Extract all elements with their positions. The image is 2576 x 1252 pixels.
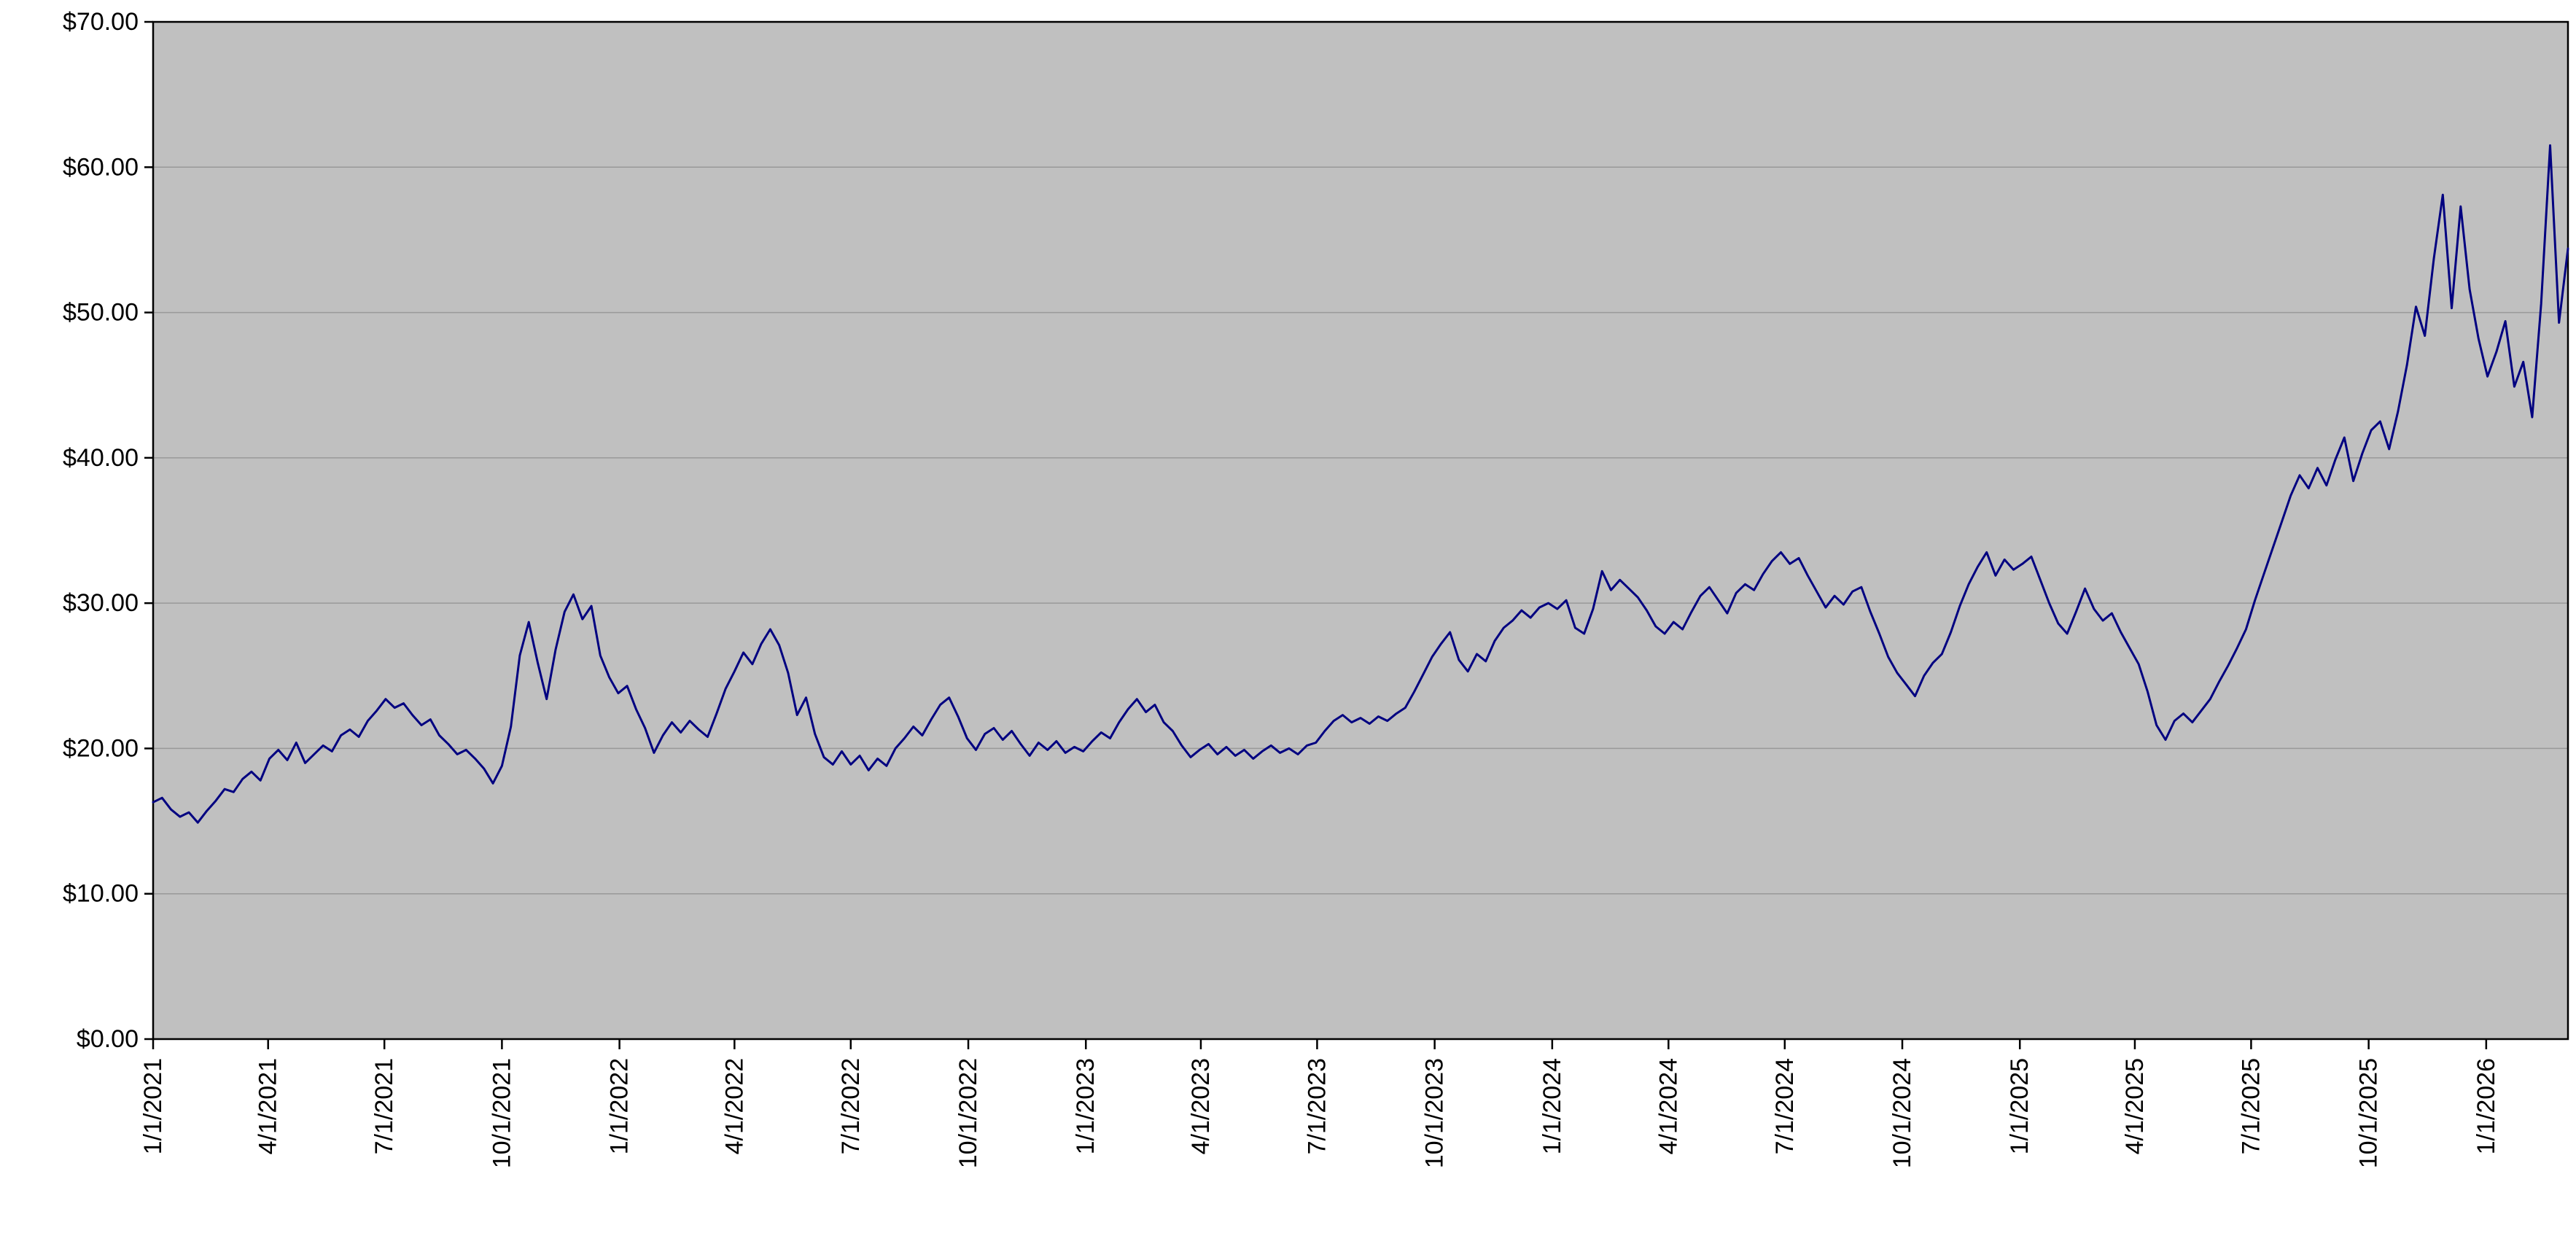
x-axis-label: 10/1/2022 [954,1058,982,1168]
x-axis-label: 10/1/2021 [488,1058,515,1168]
y-axis-label: $20.00 [63,734,139,762]
x-axis-label: 1/1/2025 [2006,1058,2034,1154]
y-axis-label: $60.00 [63,153,139,181]
x-axis-label: 1/1/2021 [139,1058,167,1154]
y-axis-label: $40.00 [63,444,139,472]
x-axis-label: 4/1/2023 [1187,1058,1215,1154]
y-axis-label: $0.00 [77,1025,139,1053]
y-axis-label: $10.00 [63,880,139,908]
plot-border [152,20,2569,1041]
y-axis-label: $30.00 [63,589,139,617]
y-axis-label: $50.00 [63,299,139,327]
x-axis-label: 4/1/2022 [720,1058,748,1154]
x-axis-label: 10/1/2025 [2355,1058,2383,1168]
x-axis-label: 7/1/2022 [837,1058,865,1154]
x-axis-label: 1/1/2023 [1072,1058,1100,1154]
x-axis-label: 7/1/2021 [370,1058,398,1154]
x-axis-label: 7/1/2024 [1771,1058,1799,1154]
x-axis-label: 1/1/2024 [1538,1058,1566,1154]
x-axis-label: 7/1/2023 [1303,1058,1331,1154]
price-line [152,144,2569,824]
y-axis-label: $70.00 [63,8,139,36]
x-axis-label: 1/1/2026 [2472,1058,2500,1154]
x-axis-label: 4/1/2021 [254,1058,282,1154]
x-axis-label: 4/1/2025 [2121,1058,2149,1154]
x-axis-label: 1/1/2022 [606,1058,634,1154]
x-axis-label: 4/1/2024 [1654,1058,1682,1154]
plot-area [153,22,2568,1039]
x-axis-label: 10/1/2023 [1421,1058,1449,1168]
x-axis-label: 10/1/2024 [1888,1058,1916,1168]
x-axis-label: 7/1/2025 [2237,1058,2265,1154]
